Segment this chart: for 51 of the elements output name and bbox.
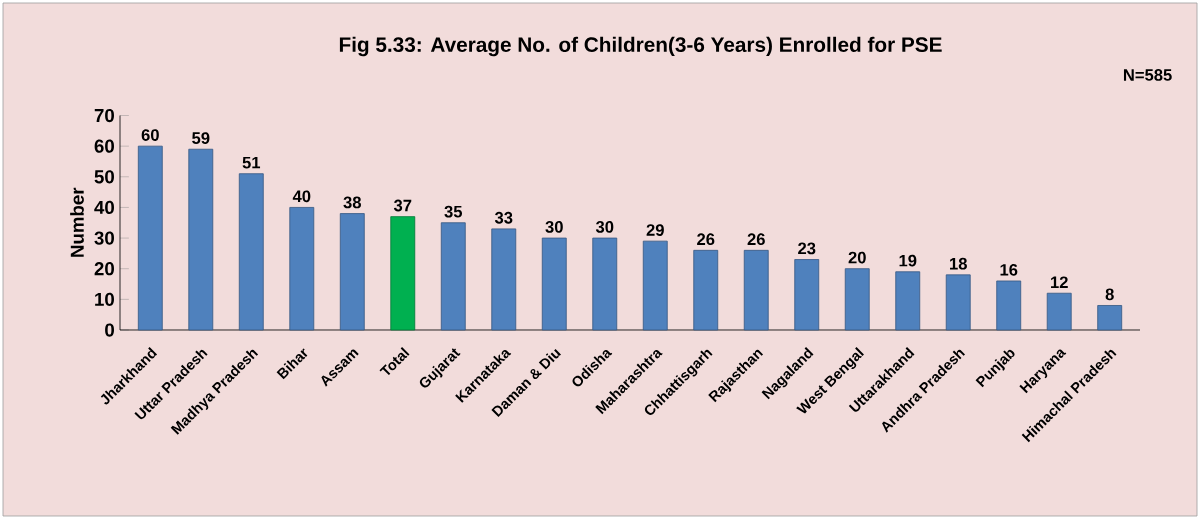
y-tick-label: 50 xyxy=(94,170,114,184)
chart-title: Fig 5.33: Average No. of Children(3-6 Years) Enrolled for PSE xyxy=(339,36,942,57)
data-label: 40 xyxy=(292,190,311,203)
bar xyxy=(592,237,618,331)
bar xyxy=(895,271,921,331)
data-label: 19 xyxy=(899,254,917,267)
bar xyxy=(491,228,517,331)
data-label: 30 xyxy=(545,221,563,233)
data-label: 60 xyxy=(141,129,159,141)
bar xyxy=(1097,305,1123,331)
data-label: 38 xyxy=(343,196,361,209)
data-label: 35 xyxy=(444,205,463,218)
data-label: 23 xyxy=(798,242,816,255)
bar xyxy=(794,259,820,331)
bar xyxy=(996,280,1022,331)
data-label: 8 xyxy=(1105,288,1114,301)
bar xyxy=(743,249,769,331)
bar xyxy=(541,237,567,331)
data-label: 30 xyxy=(595,221,614,233)
bar xyxy=(238,173,264,331)
bar xyxy=(844,268,870,331)
bar xyxy=(642,240,668,331)
y-tick-label: 60 xyxy=(94,139,114,153)
y-tick-label: 70 xyxy=(94,108,114,123)
data-label: 12 xyxy=(1051,276,1068,288)
y-axis-title: Number xyxy=(70,187,84,257)
bar xyxy=(339,213,365,331)
bar xyxy=(137,145,163,331)
data-label: 26 xyxy=(747,233,765,246)
bar xyxy=(440,222,466,331)
bar xyxy=(945,274,971,331)
bar xyxy=(390,216,416,331)
data-label: 33 xyxy=(494,211,513,224)
bar xyxy=(1046,292,1072,331)
text: N=585 xyxy=(1123,69,1172,81)
data-label: 59 xyxy=(192,132,210,144)
data-label: 26 xyxy=(697,233,715,246)
y-tick-label: 20 xyxy=(94,262,114,276)
data-label: 18 xyxy=(950,257,967,270)
data-label: 29 xyxy=(646,224,664,236)
y-tick-label: 30 xyxy=(94,231,114,245)
data-label: 37 xyxy=(393,199,412,212)
data-label: 20 xyxy=(848,251,866,264)
data-label: 51 xyxy=(242,156,261,169)
y-tick-label: 40 xyxy=(94,200,114,215)
data-label: 16 xyxy=(1000,263,1018,276)
y-tick-label: 10 xyxy=(95,292,114,306)
y-tick-label: 0 xyxy=(105,323,114,337)
bar xyxy=(693,249,719,331)
bar xyxy=(188,148,214,331)
bar xyxy=(289,207,315,331)
